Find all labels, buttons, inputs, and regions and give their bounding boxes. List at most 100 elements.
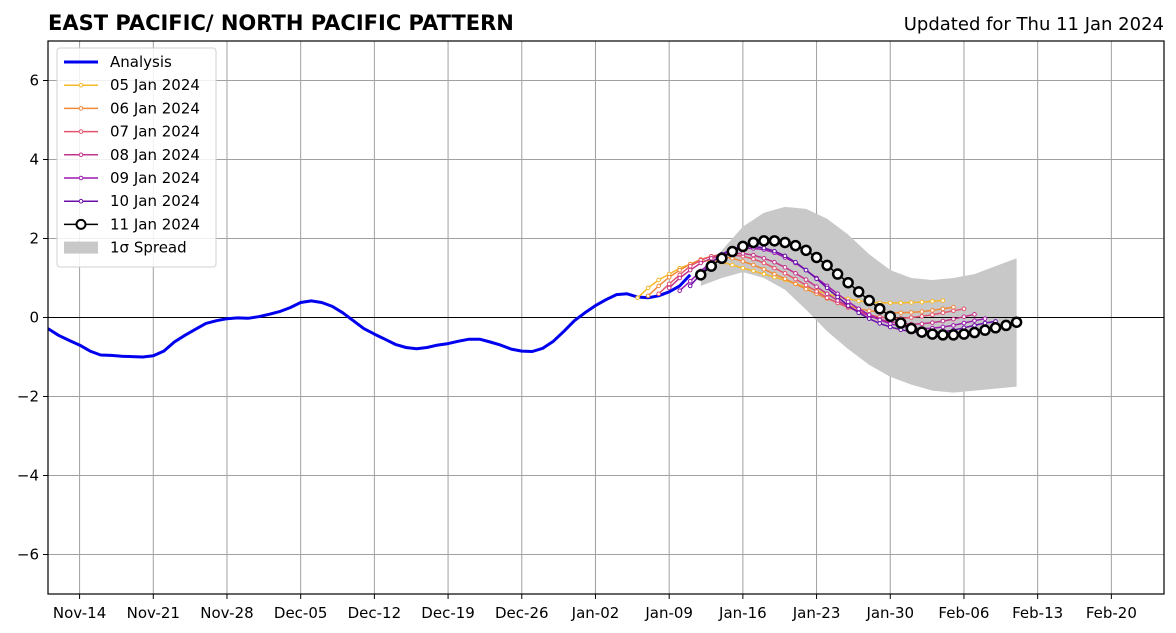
x-tick-label: Jan-16 <box>718 604 767 622</box>
data-point-07-jan-2024 <box>666 281 672 287</box>
data-point-11-jan-2024 <box>958 328 970 340</box>
data-point-11-jan-2024 <box>884 310 897 323</box>
data-point-06-jan-2024 <box>740 259 746 264</box>
data-point-06-jan-2024 <box>803 286 809 292</box>
legend-swatch-marker <box>78 82 84 88</box>
data-point-08-jan-2024 <box>803 277 809 282</box>
data-point-11-jan-2024 <box>800 244 812 257</box>
data-point-09-jan-2024 <box>677 288 682 293</box>
data-point-05-jan-2024 <box>751 268 756 274</box>
y-tick-label: −2 <box>17 388 39 406</box>
legend-label: 08 Jan 2024 <box>110 146 200 164</box>
legend-label: 05 Jan 2024 <box>110 76 200 94</box>
data-point-07-jan-2024 <box>803 282 809 288</box>
x-tick-label: Feb-13 <box>1012 604 1063 622</box>
data-point-06-jan-2024 <box>866 308 872 314</box>
data-point-10-jan-2024 <box>772 248 777 254</box>
data-point-09-jan-2024 <box>961 320 967 326</box>
data-point-11-jan-2024 <box>716 252 728 264</box>
data-point-05-jan-2024 <box>635 295 640 301</box>
data-point-06-jan-2024 <box>677 267 682 273</box>
data-point-10-jan-2024 <box>972 323 977 328</box>
data-point-06-jan-2024 <box>761 267 767 272</box>
data-point-05-jan-2024 <box>645 285 651 291</box>
plot-content <box>48 206 1164 393</box>
data-point-11-jan-2024 <box>895 317 907 329</box>
y-tick-label: 4 <box>29 151 39 169</box>
data-point-11-jan-2024 <box>779 236 791 249</box>
legend-swatch-spread <box>64 241 98 254</box>
data-point-08-jan-2024 <box>761 255 767 261</box>
data-point-11-jan-2024 <box>968 326 981 339</box>
data-point-10-jan-2024 <box>982 320 988 326</box>
legend: Analysis 05 Jan 2024 06 Jan 2024 07 Jan 202… <box>56 47 217 268</box>
data-point-05-jan-2024 <box>898 300 904 306</box>
data-point-06-jan-2024 <box>666 274 672 280</box>
data-point-05-jan-2024 <box>919 299 925 305</box>
data-point-11-jan-2024 <box>852 286 865 298</box>
data-point-07-jan-2024 <box>961 306 967 312</box>
x-tick-label: Jan-02 <box>571 604 620 622</box>
data-point-11-jan-2024 <box>947 329 960 341</box>
legend-label: 11 Jan 2024 <box>110 215 200 233</box>
data-point-11-jan-2024 <box>989 322 1002 334</box>
data-point-10-jan-2024 <box>782 253 788 259</box>
y-tick-label: −6 <box>17 546 39 564</box>
data-point-11-jan-2024 <box>873 303 886 315</box>
legend-label: 07 Jan 2024 <box>110 123 200 141</box>
data-point-08-jan-2024 <box>708 255 714 261</box>
data-point-05-jan-2024 <box>740 265 746 271</box>
legend-swatch-marker <box>78 198 84 204</box>
data-point-08-jan-2024 <box>677 275 682 281</box>
data-point-05-jan-2024 <box>887 300 893 306</box>
x-tick-label: Nov-28 <box>200 604 253 622</box>
data-point-07-jan-2024 <box>782 270 788 276</box>
data-point-11-jan-2024 <box>789 239 802 252</box>
data-point-10-jan-2024 <box>845 303 851 308</box>
data-point-07-jan-2024 <box>814 289 819 294</box>
data-point-06-jan-2024 <box>793 281 798 287</box>
data-point-06-jan-2024 <box>656 283 661 289</box>
data-point-11-jan-2024 <box>979 324 991 336</box>
data-point-10-jan-2024 <box>877 321 883 326</box>
chart-subtitle: Updated for Thu 11 Jan 2024 <box>904 14 1164 35</box>
x-tick-label: Jan-30 <box>865 604 914 622</box>
data-point-06-jan-2024 <box>645 293 651 299</box>
data-point-09-jan-2024 <box>856 306 861 312</box>
data-point-07-jan-2024 <box>751 256 756 262</box>
legend-label: 10 Jan 2024 <box>110 192 200 210</box>
data-point-05-jan-2024 <box>909 300 914 305</box>
data-point-10-jan-2024 <box>824 285 830 291</box>
data-point-08-jan-2024 <box>687 267 693 273</box>
x-tick-label: Dec-19 <box>421 604 475 622</box>
data-point-10-jan-2024 <box>803 267 809 273</box>
data-point-10-jan-2024 <box>835 294 840 300</box>
data-point-11-jan-2024 <box>758 235 770 247</box>
data-point-10-jan-2024 <box>856 310 861 316</box>
x-tick-label: Dec-26 <box>495 604 549 622</box>
y-tick-label: −4 <box>17 467 39 485</box>
data-point-11-jan-2024 <box>737 240 749 253</box>
data-point-08-jan-2024 <box>782 265 788 270</box>
data-point-09-jan-2024 <box>982 316 988 321</box>
data-point-10-jan-2024 <box>761 245 767 251</box>
x-tick-label: Jan-23 <box>792 604 841 622</box>
data-point-11-jan-2024 <box>916 326 928 338</box>
data-point-05-jan-2024 <box>856 298 861 304</box>
data-point-07-jan-2024 <box>687 263 693 269</box>
data-point-06-jan-2024 <box>772 271 777 277</box>
data-point-10-jan-2024 <box>887 324 893 330</box>
data-point-08-jan-2024 <box>824 291 830 297</box>
data-point-11-jan-2024 <box>695 269 707 281</box>
data-point-07-jan-2024 <box>930 312 935 318</box>
legend-swatch-marker <box>75 218 87 230</box>
plot-area: Nov-14 Nov-21 Nov-28 Dec-05 Dec-12 Dec-19 Dec-… <box>17 40 1165 622</box>
data-point-06-jan-2024 <box>898 310 904 316</box>
data-point-07-jan-2024 <box>761 260 767 266</box>
legend-label: 09 Jan 2024 <box>110 169 200 187</box>
data-point-06-jan-2024 <box>940 306 946 312</box>
data-point-07-jan-2024 <box>793 276 798 282</box>
data-point-11-jan-2024 <box>705 260 718 272</box>
x-tick-label: Nov-14 <box>53 604 106 622</box>
